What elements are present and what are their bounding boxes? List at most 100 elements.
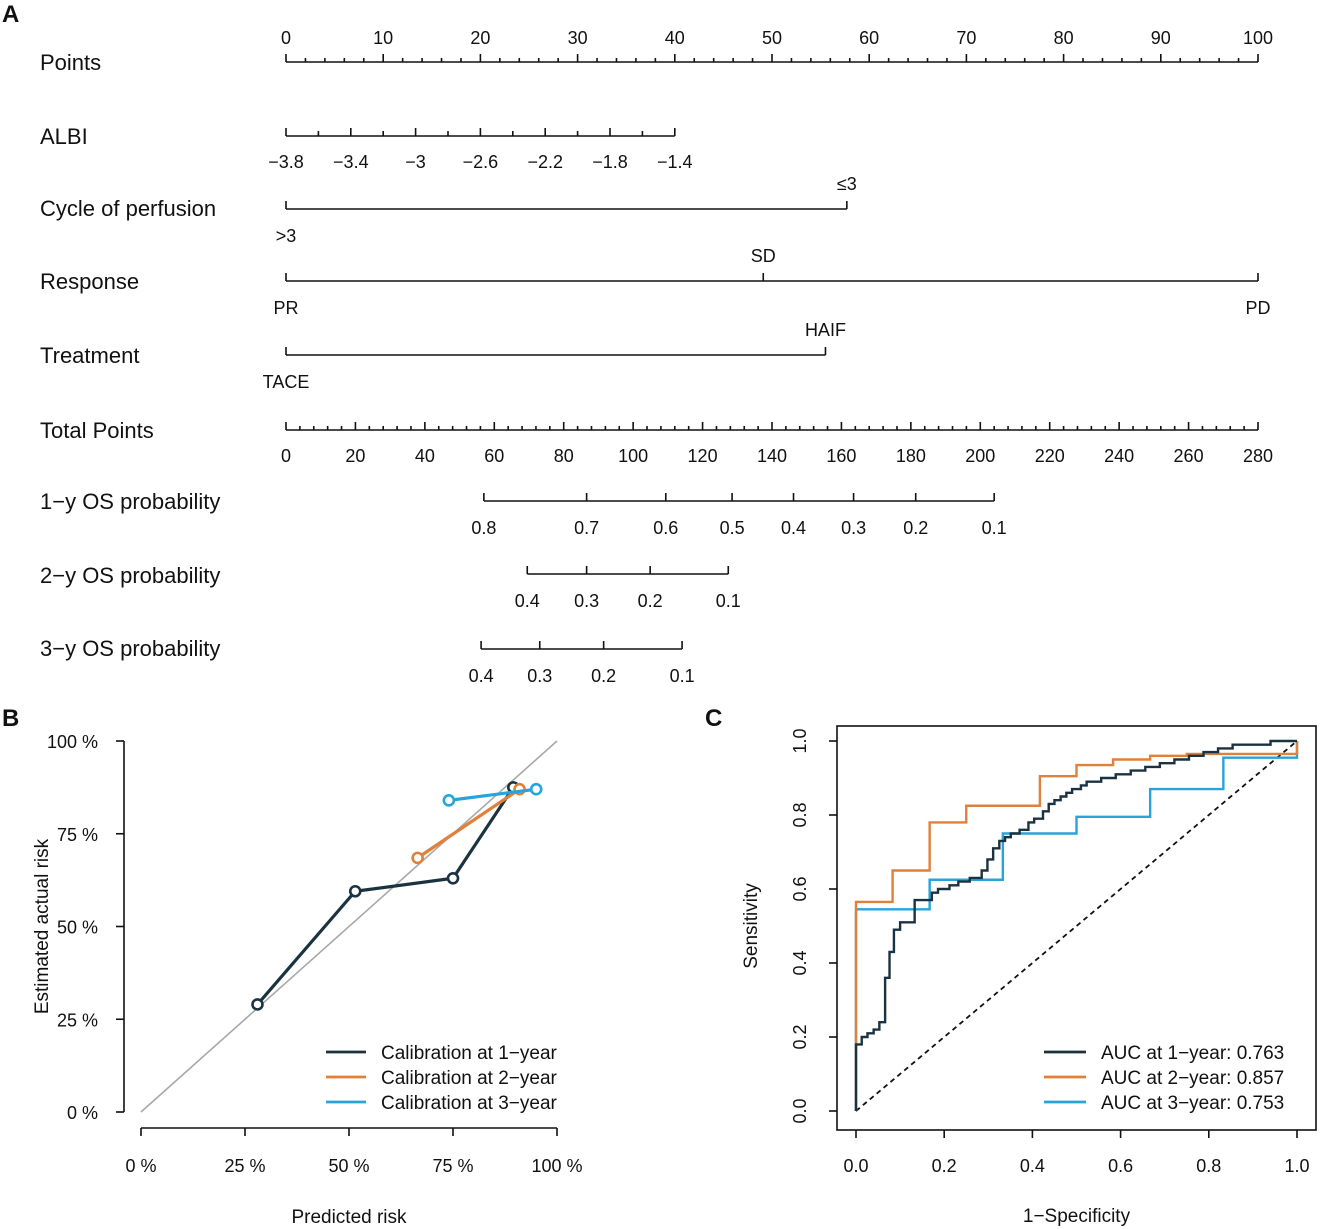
- albi-tick-label: −1.8: [592, 152, 628, 172]
- calibration-point-1: [348, 884, 362, 898]
- albi-tick-label: −2.2: [527, 152, 563, 172]
- os3-tick-label: 0.3: [527, 666, 552, 686]
- points-tick-label: 100: [1243, 28, 1273, 48]
- calibration-point-3: [442, 794, 456, 807]
- calibration-y-tick-label: 25 %: [57, 1010, 98, 1030]
- total-points-tick-label: 20: [345, 446, 365, 466]
- roc-y-tick-label: 0.2: [790, 1024, 810, 1049]
- response-tick-label: PR: [273, 298, 298, 318]
- total-points-tick-label: 220: [1035, 446, 1065, 466]
- calibration-y-tick-label: 100 %: [47, 732, 98, 752]
- total-points-tick-label: 120: [688, 446, 718, 466]
- scale-name-treatment: Treatment: [40, 343, 139, 368]
- nomogram: Points 0 10 20 30 40 50 60 70 80 90 100 ALBI −3.8 −3.4…: [40, 28, 1273, 686]
- calibration-point-1: [446, 871, 460, 885]
- roc-y-tick-label: 0.0: [790, 1098, 810, 1123]
- total-points-tick-label: 100: [618, 446, 648, 466]
- total-points-tick-label: 180: [896, 446, 926, 466]
- total-points-tick-label: 0: [281, 446, 291, 466]
- roc-y-tick-label: 0.6: [790, 876, 810, 901]
- scale-name-albi: ALBI: [40, 124, 88, 149]
- total-points-tick-label: 260: [1174, 446, 1204, 466]
- roc-legend-label-3: AUC at 3−year: 0.753: [1101, 1093, 1284, 1114]
- calibration-point-1: [251, 998, 264, 1011]
- panel-label-b: B: [2, 705, 19, 732]
- roc-curve-1: [854, 739, 1297, 1111]
- roc-legend-label-2: AUC at 2−year: 0.857: [1101, 1068, 1284, 1089]
- roc-x-tick-label: 0.0: [843, 1156, 868, 1176]
- roc-plot-frame: [836, 725, 1317, 1131]
- calibration-series-line-3: [448, 787, 537, 802]
- os3-tick-label: 0.4: [469, 666, 494, 686]
- os2-tick-label: 0.2: [638, 591, 663, 611]
- calibration-y-tick-label: 75 %: [57, 825, 98, 845]
- panel-label-a: A: [2, 1, 19, 28]
- points-tick-label: 50: [762, 28, 782, 48]
- roc-x-tick-label: 0.8: [1196, 1156, 1221, 1176]
- scale-name-points: Points: [40, 50, 101, 75]
- roc-legend-label-1: AUC at 1−year: 0.763: [1101, 1043, 1284, 1064]
- points-tick-label: 30: [568, 28, 588, 48]
- calibration-point-2: [411, 851, 424, 865]
- total-points-tick-label: 60: [484, 446, 504, 466]
- calibration-series-line-1: [256, 786, 515, 1006]
- os3-tick-label: 0.1: [670, 666, 695, 686]
- roc-curve-2: [854, 741, 1299, 1111]
- total-points-tick-label: 40: [415, 446, 435, 466]
- points-tick-label: 20: [470, 28, 490, 48]
- roc-curve-3: [854, 741, 1299, 1111]
- points-tick-label: 60: [859, 28, 879, 48]
- total-points-tick-label: 80: [554, 446, 574, 466]
- calibration-legend-label-2: Calibration at 2−year: [381, 1068, 558, 1089]
- calibration-x-tick-label: 100 %: [531, 1156, 582, 1176]
- calibration-plot: 0 % 25 % 50 % 75 % 100 % 0 % 25 % 50 % 75 % 100 %…: [32, 732, 583, 1228]
- total-points-tick-label: 200: [965, 446, 995, 466]
- points-tick-label: 40: [665, 28, 685, 48]
- points-tick-label: 70: [956, 28, 976, 48]
- albi-tick-label: −3: [405, 152, 426, 172]
- albi-tick-label: −3.4: [333, 152, 369, 172]
- os1-tick-label: 0.2: [903, 518, 928, 538]
- albi-tick-label: −1.4: [657, 152, 693, 172]
- os1-tick-label: 0.8: [471, 518, 496, 538]
- calibration-y-tick-label: 50 %: [57, 918, 98, 938]
- calibration-legend-label-3: Calibration at 3−year: [381, 1093, 558, 1114]
- points-tick-label: 80: [1054, 28, 1074, 48]
- albi-tick-label: −2.6: [463, 152, 499, 172]
- response-tick-label: SD: [751, 246, 776, 266]
- total-points-tick-label: 240: [1104, 446, 1134, 466]
- scale-name-response: Response: [40, 269, 139, 294]
- cycle-tick-label: ≤3: [837, 174, 857, 194]
- calibration-x-tick-label: 75 %: [432, 1156, 473, 1176]
- roc-y-tick-label: 1.0: [790, 728, 810, 753]
- roc-y-tick-label: 0.8: [790, 802, 810, 827]
- roc-x-tick-label: 0.2: [932, 1156, 957, 1176]
- albi-tick-label: −3.8: [268, 152, 304, 172]
- os1-tick-label: 0.7: [574, 518, 599, 538]
- os3-tick-label: 0.2: [591, 666, 616, 686]
- calibration-x-tick-label: 25 %: [224, 1156, 265, 1176]
- os1-tick-label: 0.4: [781, 518, 806, 538]
- calibration-point-3: [529, 782, 543, 796]
- calibration-x-tick-label: 50 %: [328, 1156, 369, 1176]
- roc-y-label: Sensitivity: [741, 883, 762, 969]
- cycle-tick-label: >3: [276, 226, 297, 246]
- scale-name-os1: 1−y OS probability: [40, 489, 220, 514]
- os2-tick-label: 0.3: [574, 591, 599, 611]
- scale-name-total: Total Points: [40, 418, 154, 443]
- roc-x-tick-label: 0.4: [1020, 1156, 1045, 1176]
- roc-x-tick-label: 0.6: [1108, 1156, 1133, 1176]
- treatment-tick-label: TACE: [263, 372, 310, 392]
- treatment-tick-label: HAIF: [805, 320, 846, 340]
- roc-plot: 0.0 0.2 0.4 0.6 0.8 1.0 0.0 0.2 0.4 0.6 0.8 1.0 1−Sp…: [741, 725, 1317, 1227]
- points-tick-label: 10: [373, 28, 393, 48]
- os1-tick-label: 0.1: [982, 518, 1007, 538]
- os1-tick-label: 0.6: [653, 518, 678, 538]
- panel-label-c: C: [705, 705, 722, 732]
- points-tick-label: 0: [281, 28, 291, 48]
- scale-name-os3: 3−y OS probability: [40, 636, 220, 661]
- roc-x-label: 1−Specificity: [1023, 1206, 1131, 1227]
- total-points-tick-label: 280: [1243, 446, 1273, 466]
- calibration-series-line-2: [416, 787, 521, 860]
